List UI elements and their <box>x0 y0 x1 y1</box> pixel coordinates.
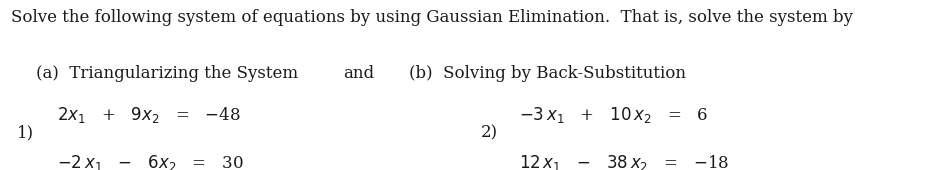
Text: 1): 1) <box>17 124 34 141</box>
Text: (b)  Solving by Back-Substitution: (b) Solving by Back-Substitution <box>409 65 686 82</box>
Text: and: and <box>343 65 374 82</box>
Text: $-2\,x_1$   $-$   $6x_2$   =   30: $-2\,x_1$ $-$ $6x_2$ = 30 <box>57 153 244 170</box>
Text: Solve the following system of equations by using Gaussian Elimination.  That is,: Solve the following system of equations … <box>11 8 853 26</box>
Text: 2): 2) <box>481 124 498 141</box>
Text: $2x_1$   +   $9x_2$   =   $-$48: $2x_1$ + $9x_2$ = $-$48 <box>57 105 241 125</box>
Text: $12\,x_1$   $-$   $38\,x_2$   =   $-$18: $12\,x_1$ $-$ $38\,x_2$ = $-$18 <box>519 153 729 170</box>
Text: (a)  Triangularizing the System: (a) Triangularizing the System <box>36 65 298 82</box>
Text: $-3\,x_1$   +   $10\,x_2$   =   6: $-3\,x_1$ + $10\,x_2$ = 6 <box>519 105 708 125</box>
